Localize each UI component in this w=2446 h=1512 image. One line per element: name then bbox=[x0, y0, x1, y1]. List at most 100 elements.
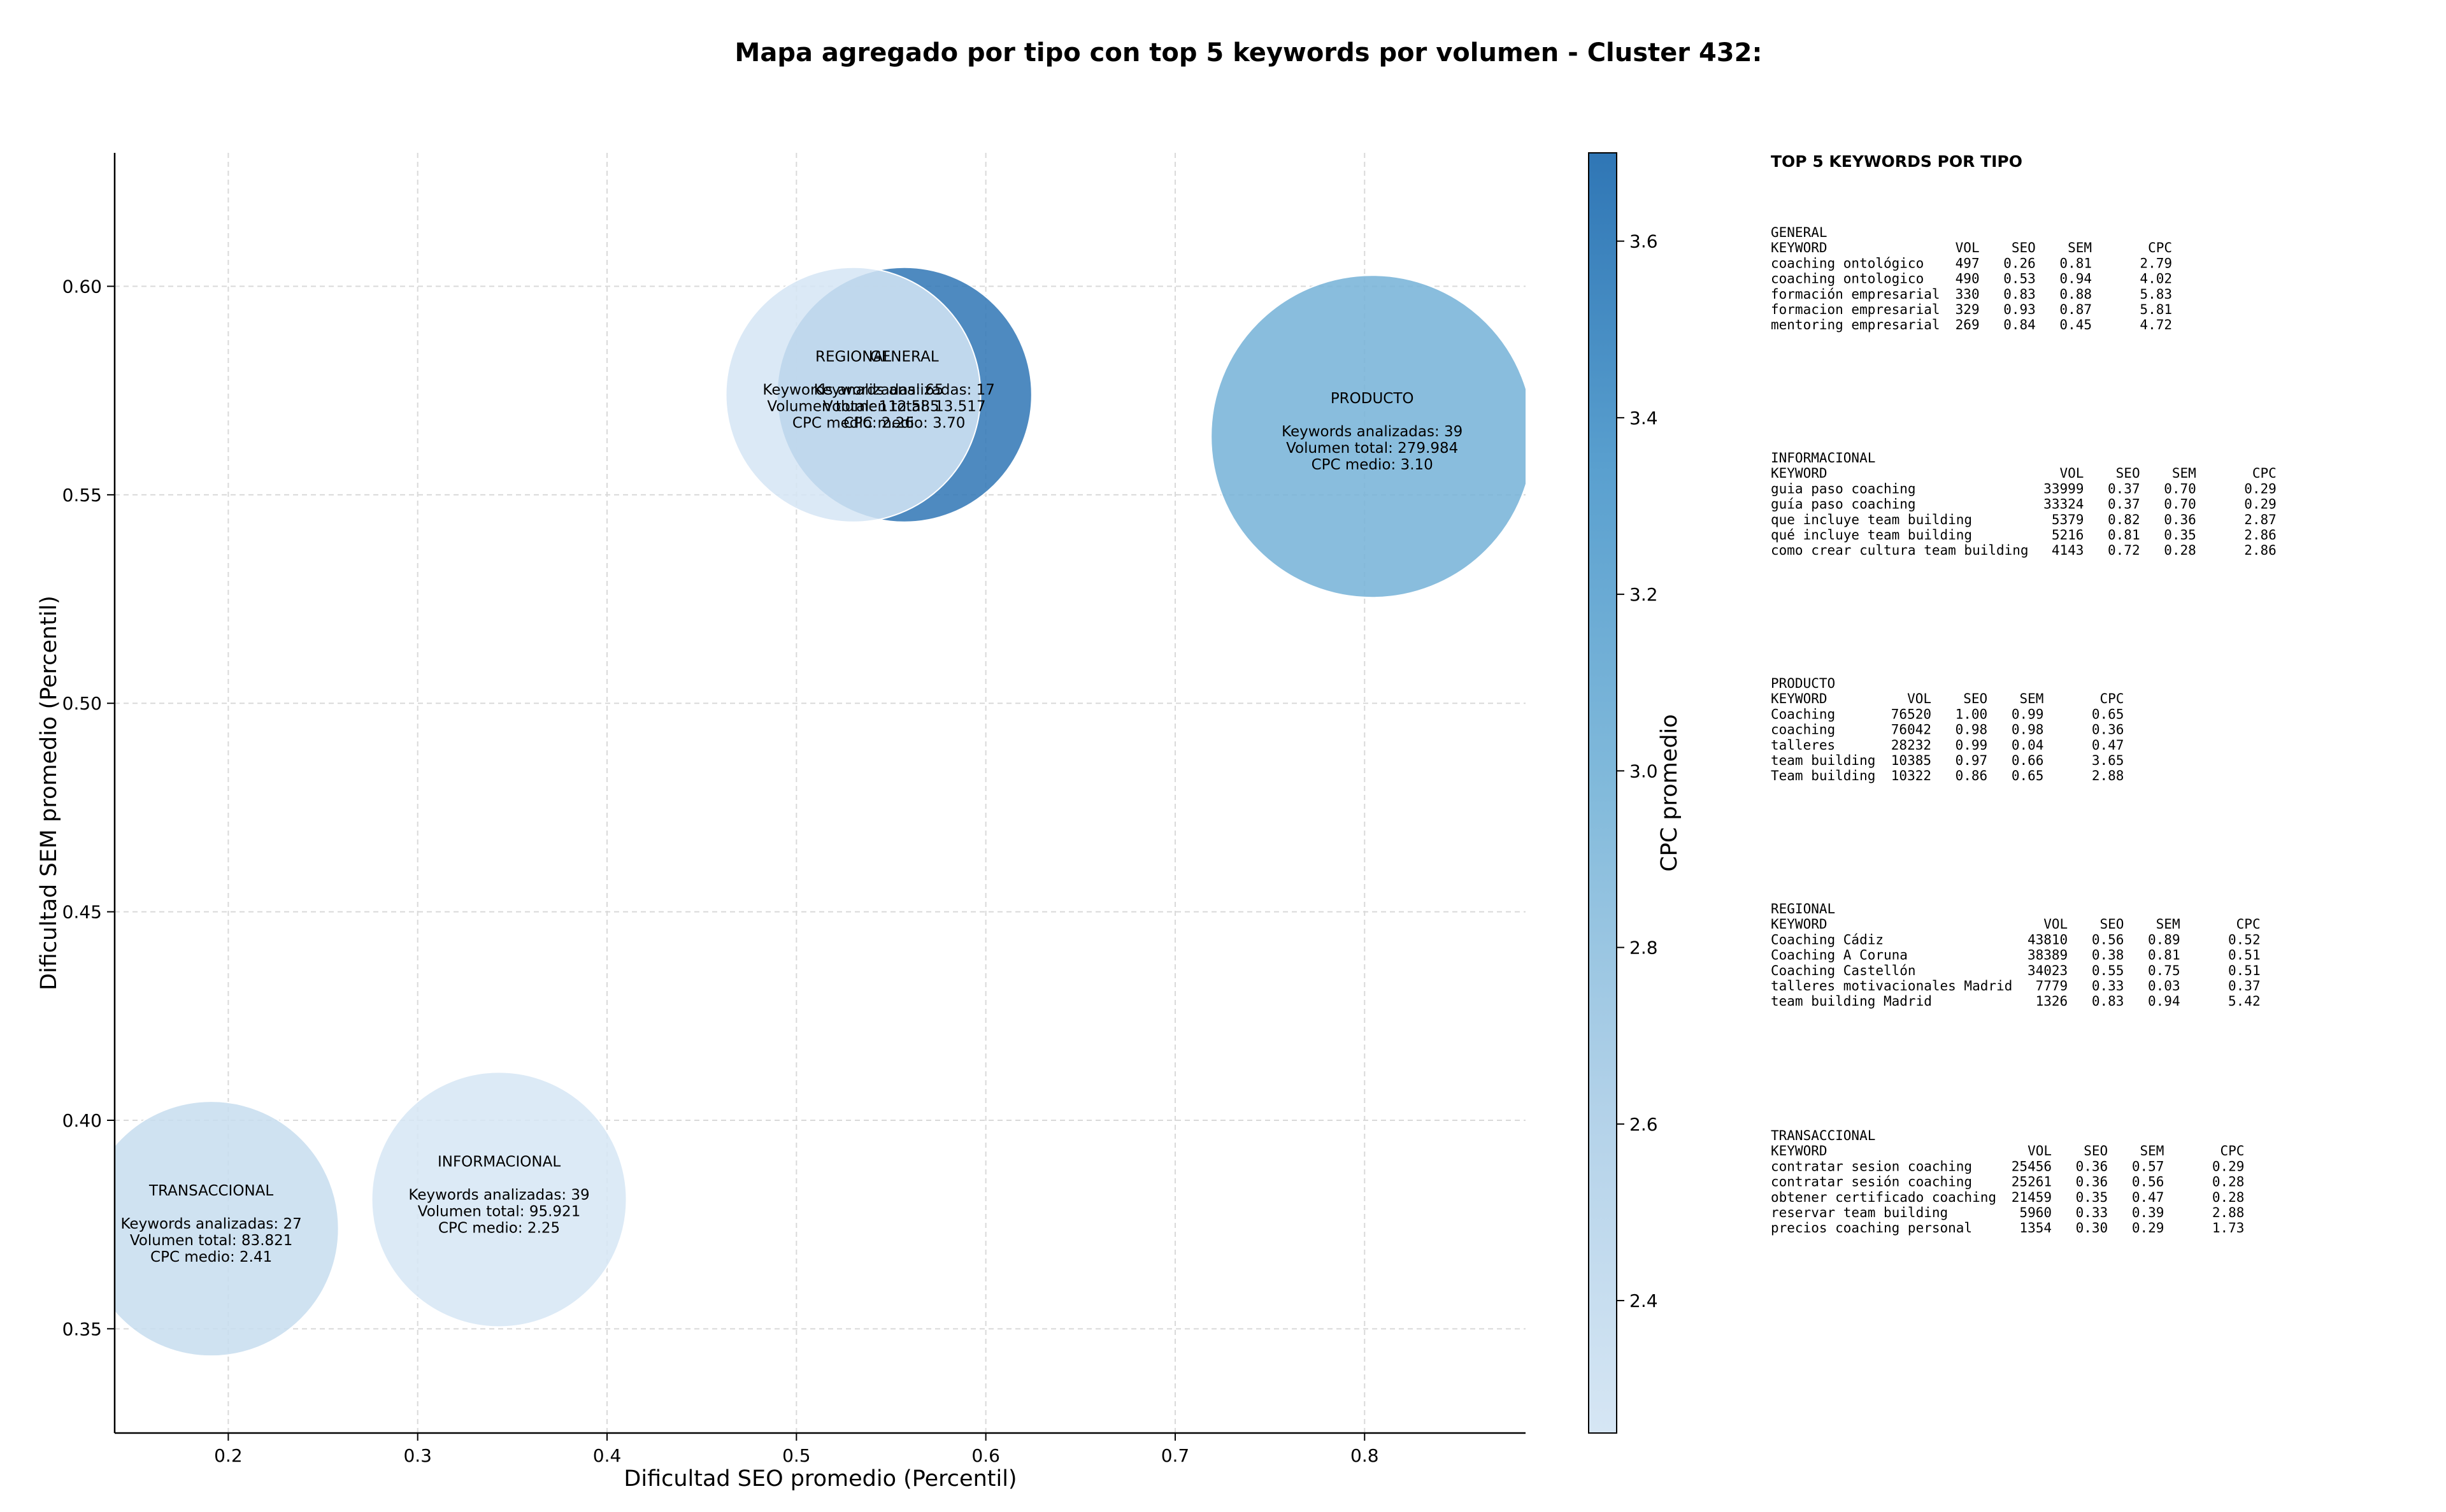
panel-cell-transaccional-3-2: 0.33 bbox=[2076, 1205, 2108, 1220]
panel-cell-informacional-3-2: 0.81 bbox=[2108, 527, 2140, 543]
panel-cell-general-4-0: mentoring empresarial bbox=[1771, 317, 1940, 332]
panel-cell-producto-2-1: 28232 bbox=[1891, 738, 1931, 753]
x-axis-label: Dificultad SEO promedio (Percentil) bbox=[624, 1466, 1017, 1492]
colorbar-tick-label-3: 3.0 bbox=[1629, 760, 1658, 781]
panel-cell-producto-4-0: Team building bbox=[1771, 768, 1875, 783]
panel-cell-transaccional-0-1: 25456 bbox=[2012, 1159, 2052, 1174]
axes: 0.2 0.3 0.4 0.5 0.6 0.7 0.8 0.35 0.40 0.45 0.50 0.5… bbox=[62, 153, 1526, 1466]
panel-cell-transaccional-3-3: 0.39 bbox=[2132, 1205, 2164, 1220]
panel-cell-general-3-2: 0.93 bbox=[2003, 302, 2036, 317]
panel-header-producto-3: SEM bbox=[2019, 691, 2043, 706]
panel-cell-transaccional-0-3: 0.57 bbox=[2132, 1159, 2164, 1174]
y-tick-label-0: 0.35 bbox=[62, 1318, 102, 1339]
panel-cell-informacional-2-0: que incluye team building bbox=[1771, 512, 1972, 527]
panel-cell-informacional-1-0: guía paso coaching bbox=[1771, 497, 1916, 512]
panel-cell-regional-0-0: Coaching Cádiz bbox=[1771, 932, 1884, 947]
panel-header-regional-4: CPC bbox=[2236, 916, 2261, 932]
panel-cell-transaccional-3-0: reservar team building bbox=[1771, 1205, 1948, 1220]
panel-cell-general-0-3: 0.81 bbox=[2059, 255, 2092, 271]
panel-header-informacional-4: CPC bbox=[2252, 466, 2277, 481]
panel-cell-producto-0-0: Coaching bbox=[1771, 706, 1835, 722]
bubble-stat-producto-0: Keywords analizadas: 39 bbox=[1282, 424, 1463, 440]
bubble-producto bbox=[1210, 275, 1526, 599]
panel-cell-producto-2-0: talleres bbox=[1771, 738, 1835, 753]
panel-header-transaccional-0: KEYWORD bbox=[1771, 1143, 1827, 1159]
panel-cell-informacional-2-4: 2.87 bbox=[2244, 512, 2277, 527]
colorbar-tick-label-4: 3.2 bbox=[1629, 584, 1658, 605]
panel-cell-producto-3-2: 0.97 bbox=[1956, 753, 1988, 768]
panel-cell-transaccional-1-0: contratar sesión coaching bbox=[1771, 1174, 1972, 1190]
y-tick-label-1: 0.40 bbox=[62, 1110, 102, 1131]
panel-cell-transaccional-4-2: 0.30 bbox=[2076, 1220, 2108, 1236]
panel-header-producto-1: VOL bbox=[1907, 691, 1931, 706]
bubble-label-regional: REGIONAL bbox=[815, 349, 891, 366]
panel-cell-informacional-4-1: 4143 bbox=[2052, 543, 2084, 558]
panel-cell-informacional-2-3: 0.36 bbox=[2164, 512, 2196, 527]
panel-cell-producto-1-4: 0.36 bbox=[2092, 722, 2124, 738]
panel-cell-producto-3-0: team building bbox=[1771, 753, 1875, 768]
bubbles bbox=[115, 266, 1526, 1357]
panel-cell-producto-3-4: 3.65 bbox=[2092, 753, 2124, 768]
panel-group-title-general: GENERAL bbox=[1771, 225, 1827, 240]
panel-cell-general-1-3: 0.94 bbox=[2059, 271, 2092, 287]
panel-group-title-informacional: INFORMACIONAL bbox=[1771, 450, 1875, 466]
bubble-label-transaccional: TRANSACCIONAL bbox=[148, 1183, 273, 1199]
panel-cell-general-2-3: 0.88 bbox=[2059, 287, 2092, 302]
bubble-stat-transaccional-2: CPC medio: 2.41 bbox=[150, 1249, 272, 1266]
panel-cell-general-1-4: 4.02 bbox=[2140, 271, 2172, 287]
panel-cell-producto-4-4: 2.88 bbox=[2092, 768, 2124, 783]
y-tick-label-4: 0.55 bbox=[62, 485, 102, 506]
bubble-regional bbox=[725, 266, 982, 523]
panel-cell-regional-1-1: 38389 bbox=[2028, 948, 2068, 963]
colorbar-gradient bbox=[1588, 152, 1617, 1434]
panel-cell-transaccional-2-4: 0.28 bbox=[2212, 1190, 2245, 1205]
panel-cell-producto-1-2: 0.98 bbox=[1956, 722, 1988, 738]
panel-cell-transaccional-4-4: 1.73 bbox=[2212, 1220, 2245, 1236]
panel-cell-regional-4-4: 5.42 bbox=[2228, 994, 2261, 1009]
panel-group-title-producto: PRODUCTO bbox=[1771, 676, 1835, 691]
panel-header-transaccional-3: SEM bbox=[2140, 1143, 2164, 1159]
bubble-stat-regional-2: CPC medio: 2.26 bbox=[792, 415, 914, 432]
panel-cell-producto-0-2: 1.00 bbox=[1956, 706, 1988, 722]
panel-cell-producto-3-1: 10385 bbox=[1891, 753, 1931, 768]
panel-cell-regional-3-2: 0.33 bbox=[2092, 978, 2124, 994]
panel-cell-transaccional-2-2: 0.35 bbox=[2076, 1190, 2108, 1205]
panel-cell-transaccional-1-3: 0.56 bbox=[2132, 1174, 2164, 1190]
panel-cell-informacional-4-2: 0.72 bbox=[2108, 543, 2140, 558]
panel-cell-informacional-0-1: 33999 bbox=[2043, 481, 2084, 496]
panel-cell-informacional-3-3: 0.35 bbox=[2164, 527, 2196, 543]
panel-cell-producto-2-2: 0.99 bbox=[1956, 738, 1988, 753]
panel-cell-regional-4-1: 1326 bbox=[2036, 994, 2068, 1009]
panel-header-regional-3: SEM bbox=[2156, 916, 2180, 932]
panel-cell-informacional-0-2: 0.37 bbox=[2108, 481, 2140, 496]
y-axis-label: Dificultad SEM promedio (Percentil) bbox=[36, 596, 62, 990]
panel-cell-informacional-3-1: 5216 bbox=[2052, 527, 2084, 543]
panel-cell-general-3-1: 329 bbox=[1956, 302, 1980, 317]
panel-cell-general-3-0: formacion empresarial bbox=[1771, 302, 1940, 317]
panel-cell-producto-4-3: 0.65 bbox=[2012, 768, 2044, 783]
panel-cell-regional-3-1: 7779 bbox=[2036, 978, 2068, 994]
panel-header-producto-4: CPC bbox=[2099, 691, 2124, 706]
panel-cell-informacional-0-0: guia paso coaching bbox=[1771, 481, 1916, 496]
panel-cell-producto-0-1: 76520 bbox=[1891, 706, 1931, 722]
panel-cell-regional-0-4: 0.52 bbox=[2228, 932, 2261, 947]
panel-header-general-2: SEO bbox=[2012, 240, 2036, 255]
panel-cell-transaccional-2-1: 21459 bbox=[2012, 1190, 2052, 1205]
panel-cell-transaccional-0-0: contratar sesion coaching bbox=[1771, 1159, 1972, 1174]
bubble-stat-transaccional-1: Volumen total: 83.821 bbox=[130, 1232, 293, 1249]
panel-cell-general-3-3: 0.87 bbox=[2059, 302, 2092, 317]
panel-cell-general-4-1: 269 bbox=[1956, 317, 1980, 332]
x-tick-label-1: 0.3 bbox=[403, 1445, 432, 1466]
panel-cell-general-3-4: 5.81 bbox=[2140, 302, 2172, 317]
panel-header-general-4: CPC bbox=[2148, 240, 2172, 255]
panel-cell-general-4-3: 0.45 bbox=[2059, 317, 2092, 332]
panel-cell-general-4-2: 0.84 bbox=[2003, 317, 2036, 332]
x-tick-label-0: 0.2 bbox=[214, 1445, 243, 1466]
panel-group-title-transaccional: TRANSACCIONAL bbox=[1771, 1128, 1875, 1143]
panel-cell-regional-2-3: 0.75 bbox=[2148, 963, 2180, 978]
y-tick-label-5: 0.60 bbox=[62, 276, 102, 297]
bubble-stat-producto-1: Volumen total: 279.984 bbox=[1286, 440, 1458, 457]
panel-cell-informacional-1-1: 33324 bbox=[2043, 497, 2084, 512]
panel-cell-producto-4-2: 0.86 bbox=[1956, 768, 1988, 783]
